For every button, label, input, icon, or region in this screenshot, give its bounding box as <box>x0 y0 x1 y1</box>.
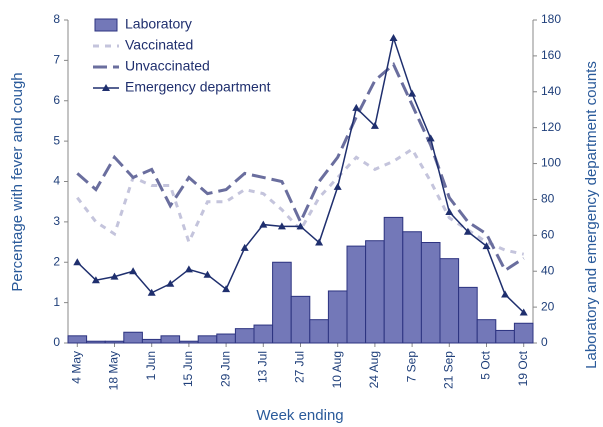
marker <box>110 272 119 280</box>
marker <box>203 270 212 278</box>
legend-label: Unvaccinated <box>125 58 210 74</box>
bar <box>141 338 162 344</box>
y2-tick-label: 160 <box>541 48 561 62</box>
x-tick-label: 19 Oct <box>516 350 530 386</box>
marker <box>445 208 454 216</box>
y-tick-label: 3 <box>53 214 60 228</box>
bar <box>458 286 478 344</box>
bar <box>327 290 348 344</box>
x-tick-label: 4 May <box>69 351 83 384</box>
marker <box>166 279 175 287</box>
y-tick-label: 7 <box>53 53 60 67</box>
bar <box>253 324 274 344</box>
bar <box>234 328 255 344</box>
bar <box>179 340 199 344</box>
y2-axis-title: Laboratory and emergency department coun… <box>583 61 600 369</box>
bar <box>420 242 441 344</box>
bar <box>439 258 460 344</box>
bar <box>86 340 106 344</box>
y-tick-label: 0 <box>53 335 60 349</box>
bar <box>346 245 367 344</box>
x-axis-title: Week ending <box>256 407 343 424</box>
marker <box>519 308 528 316</box>
marker <box>129 267 138 275</box>
bar <box>160 335 181 344</box>
marker <box>259 220 268 228</box>
y-tick-label: 8 <box>53 12 60 26</box>
x-tick-label: 15 Jun <box>181 351 195 387</box>
bar <box>383 216 404 344</box>
marker <box>370 121 379 129</box>
y2-tick-label: 120 <box>541 120 561 134</box>
marker <box>408 89 417 97</box>
x-tick-label: 27 Jul <box>293 351 307 383</box>
marker <box>91 276 100 284</box>
bar <box>104 340 125 344</box>
bar <box>309 319 329 344</box>
y2-tick-label: 140 <box>541 84 561 98</box>
legend-marker <box>102 84 110 91</box>
legend-swatch <box>94 18 118 32</box>
y-axis-title: Percentage with fever and cough <box>9 72 26 291</box>
x-tick-label: 1 Jun <box>144 351 158 380</box>
x-tick-label: 10 Aug <box>330 351 344 388</box>
line <box>76 147 525 256</box>
x-tick-label: 18 May <box>107 351 121 390</box>
bar <box>495 329 515 344</box>
y2-tick-label: 0 <box>541 335 548 349</box>
y-tick-label: 2 <box>53 254 60 268</box>
y2-tick-label: 100 <box>541 156 561 170</box>
y2-tick-label: 80 <box>541 192 555 206</box>
bar <box>402 231 422 344</box>
y-tick-label: 6 <box>53 93 60 107</box>
x-tick-label: 29 Jun <box>218 351 232 387</box>
line <box>76 61 525 273</box>
bar <box>513 322 534 344</box>
y2-tick-label: 60 <box>541 228 555 242</box>
bar <box>216 333 236 344</box>
y-tick-label: 4 <box>53 174 60 188</box>
bar <box>67 335 88 344</box>
marker <box>296 222 305 230</box>
x-tick-label: 13 Jul <box>255 351 269 383</box>
y-tick-label: 1 <box>53 295 60 309</box>
bar <box>365 240 385 344</box>
x-tick-label: 7 Sep <box>404 351 418 383</box>
bar <box>290 295 311 344</box>
y2-tick-label: 40 <box>541 263 555 277</box>
legend-label: Emergency department <box>125 79 271 95</box>
marker <box>184 265 193 273</box>
x-tick-label: 21 Sep <box>441 351 455 389</box>
legend-label: Vaccinated <box>125 37 193 53</box>
bar <box>476 319 497 344</box>
y2-tick-label: 180 <box>541 12 561 26</box>
marker <box>315 238 324 246</box>
x-tick-label: 24 Aug <box>367 351 381 388</box>
bar <box>123 331 143 344</box>
legend-label: Laboratory <box>125 16 192 32</box>
y2-tick-label: 20 <box>541 299 555 313</box>
marker <box>501 290 510 298</box>
y-tick-label: 5 <box>53 133 60 147</box>
marker <box>73 258 82 266</box>
marker <box>240 243 249 251</box>
marker <box>147 288 156 296</box>
marker <box>277 222 286 230</box>
marker <box>389 33 398 41</box>
marker <box>333 182 342 190</box>
marker <box>463 227 472 235</box>
marker <box>426 134 435 142</box>
marker <box>222 285 231 293</box>
x-tick-label: 5 Oct <box>479 350 493 379</box>
marker <box>482 242 491 250</box>
bar <box>197 335 218 344</box>
bar <box>272 261 292 344</box>
marker <box>352 103 361 111</box>
